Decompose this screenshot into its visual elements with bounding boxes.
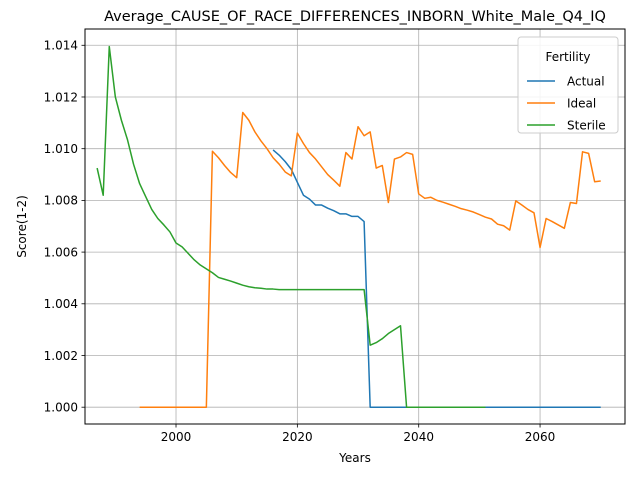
y-tick-label: 1.010	[44, 142, 78, 156]
y-tick-label: 1.014	[44, 39, 78, 53]
y-tick-label: 1.012	[44, 90, 78, 104]
x-tick-label: 2060	[525, 430, 556, 444]
series-layer	[96, 45, 601, 408]
y-axis-ticks: 1.000 1.002 1.004 1.006 1.008 1.010 1.012 1.014	[44, 39, 85, 414]
y-tick-label: 1.002	[44, 349, 78, 363]
legend-box	[517, 36, 619, 134]
legend-title: Fertility	[545, 50, 590, 64]
x-tick-label: 2020	[282, 430, 313, 444]
x-axis-ticks: 2000 2020 2040 2060	[161, 424, 556, 444]
legend-items: Actual Ideal Sterile	[527, 74, 606, 132]
x-axis-title: Years	[338, 451, 371, 465]
x-tick-label: 2000	[161, 430, 192, 444]
legend-label-sterile: Sterile	[567, 118, 606, 132]
x-tick-label: 2040	[403, 430, 434, 444]
chart-title: Average_CAUSE_OF_RACE_DIFFERENCES_INBORN…	[104, 9, 606, 25]
y-tick-label: 1.008	[44, 194, 78, 208]
plot-frame	[84, 28, 626, 425]
y-axis-title: Score(1-2)	[15, 195, 29, 258]
y-tick-label: 1.006	[44, 245, 78, 259]
legend: Fertility Actual Ideal Sterile	[517, 36, 619, 134]
series-line-actual	[272, 149, 601, 408]
series-line-sterile	[96, 45, 486, 408]
legend-label-ideal: Ideal	[567, 96, 596, 110]
y-tick-label: 1.004	[44, 297, 78, 311]
legend-label-actual: Actual	[567, 74, 605, 88]
y-tick-label: 1.000	[44, 400, 78, 414]
series-line-ideal	[139, 111, 601, 408]
